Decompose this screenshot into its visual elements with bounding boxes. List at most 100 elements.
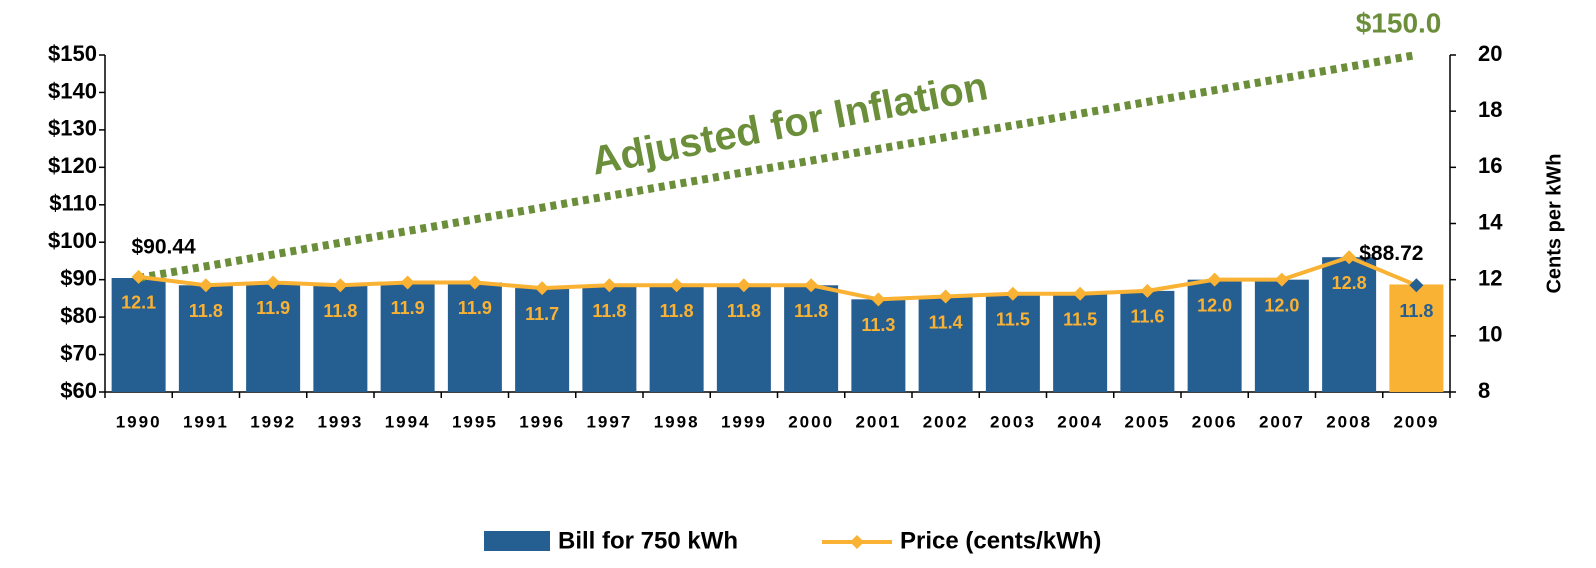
price-value-label: 11.9 <box>256 298 290 318</box>
inflation-line <box>137 51 1418 282</box>
y2-tick-label: 16 <box>1478 153 1502 178</box>
x-tick-label: 1990 <box>116 412 162 431</box>
price-value-label: 11.7 <box>525 304 559 324</box>
x-tick-label: 2000 <box>788 412 834 431</box>
price-marker <box>1409 278 1424 293</box>
price-marker <box>333 278 348 293</box>
bar <box>985 293 1040 392</box>
inflation-end-label: $150.0 <box>1356 7 1442 38</box>
y-tick-label: $140 <box>48 78 97 103</box>
y-tick-label: $110 <box>49 191 97 216</box>
x-tick-label: 1992 <box>250 412 296 431</box>
x-tick-label: 2005 <box>1124 412 1170 431</box>
y-tick-label: $70 <box>60 340 97 365</box>
price-marker <box>467 275 482 290</box>
y-tick-label: $90 <box>60 265 97 290</box>
price-value-label: 11.9 <box>458 298 492 318</box>
y2-tick-label: 8 <box>1478 378 1490 403</box>
x-tick-label: 1996 <box>519 412 565 431</box>
x-tick-label: 2003 <box>990 412 1036 431</box>
y-tick-label: $120 <box>48 153 97 178</box>
price-value-label: 11.4 <box>929 312 963 332</box>
x-tick-label: 1993 <box>317 412 363 431</box>
price-value-label: 11.8 <box>189 301 223 321</box>
legend-marker <box>850 535 864 549</box>
y-tick-label: $60 <box>60 378 97 403</box>
price-value-label: 11.5 <box>1063 309 1097 329</box>
price-marker <box>804 278 819 293</box>
x-tick-label: 1995 <box>452 412 498 431</box>
price-marker <box>400 275 415 290</box>
bar <box>178 285 233 392</box>
y2-tick-label: 18 <box>1478 97 1502 122</box>
x-tick-label: 2008 <box>1326 412 1372 431</box>
price-marker <box>1140 283 1155 298</box>
y2-tick-label: 20 <box>1478 41 1502 66</box>
price-marker <box>1207 272 1222 287</box>
x-tick-label: 1997 <box>586 412 632 431</box>
price-line <box>138 255 1418 302</box>
price-marker <box>602 278 617 293</box>
x-tick-label: 2006 <box>1192 412 1238 431</box>
bar <box>784 285 839 392</box>
bar-value-label: $88.72 <box>1359 242 1423 265</box>
price-value-label: 11.8 <box>323 301 357 321</box>
price-value-label: 11.6 <box>1130 307 1164 327</box>
y-tick-label: $80 <box>60 303 97 328</box>
price-marker <box>669 278 684 293</box>
legend-label: Bill for 750 kWh <box>558 527 738 554</box>
x-tick-label: 2007 <box>1259 412 1305 431</box>
x-tick-label: 1991 <box>183 412 229 431</box>
y2-tick-label: 12 <box>1478 265 1502 290</box>
price-marker <box>938 289 953 304</box>
bar <box>1322 257 1377 392</box>
x-tick-label: 2004 <box>1057 412 1103 431</box>
y2-tick-label: 10 <box>1478 322 1502 347</box>
x-tick-label: 1994 <box>385 412 431 431</box>
y-tick-label: $150 <box>48 41 97 66</box>
price-value-label: 11.9 <box>391 298 425 318</box>
bar <box>582 285 637 392</box>
y-tick-label: $130 <box>48 116 97 141</box>
price-marker <box>1342 250 1357 265</box>
price-marker <box>131 269 146 284</box>
bar <box>716 285 771 392</box>
price-value-label: 11.8 <box>660 301 694 321</box>
bar <box>1120 290 1175 392</box>
price-marker <box>198 278 213 293</box>
bar <box>447 282 502 392</box>
price-value-label: 11.3 <box>861 315 895 335</box>
x-tick-label: 2002 <box>923 412 969 431</box>
price-marker <box>871 292 886 307</box>
bar <box>1187 279 1242 392</box>
price-marker <box>736 278 751 293</box>
bar <box>649 285 704 392</box>
bar <box>313 285 368 392</box>
price-value-label: 11.8 <box>592 301 626 321</box>
price-marker <box>1073 286 1088 301</box>
bar-value-label: $90.44 <box>132 236 197 259</box>
bar <box>515 288 570 392</box>
bar <box>918 296 973 392</box>
price-marker <box>1005 286 1020 301</box>
price-marker <box>1274 272 1289 287</box>
legend-swatch <box>484 531 550 551</box>
bar <box>1254 279 1309 392</box>
price-value-label: 11.8 <box>1399 301 1433 321</box>
price-value-label: 12.0 <box>1197 295 1232 315</box>
price-marker <box>535 281 550 296</box>
bar <box>246 282 301 392</box>
x-tick-label: 2009 <box>1393 412 1439 431</box>
y2-tick-label: 14 <box>1478 209 1503 234</box>
y2-axis-label: Cents per kWh <box>1543 153 1565 293</box>
bar <box>1053 293 1108 392</box>
bar <box>851 299 906 392</box>
y-tick-label: $100 <box>48 228 97 253</box>
x-tick-label: 1998 <box>654 412 700 431</box>
bar <box>380 282 435 392</box>
x-tick-label: 2001 <box>855 412 901 431</box>
price-marker <box>266 275 281 290</box>
price-value-label: 12.0 <box>1264 295 1299 315</box>
price-value-label: 11.8 <box>727 301 761 321</box>
